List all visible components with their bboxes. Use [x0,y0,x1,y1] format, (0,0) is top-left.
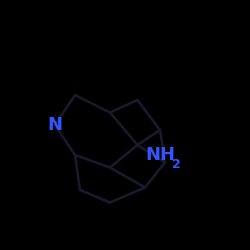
Text: 2: 2 [172,158,181,172]
Text: N: N [48,116,62,134]
Text: NH: NH [145,146,175,164]
